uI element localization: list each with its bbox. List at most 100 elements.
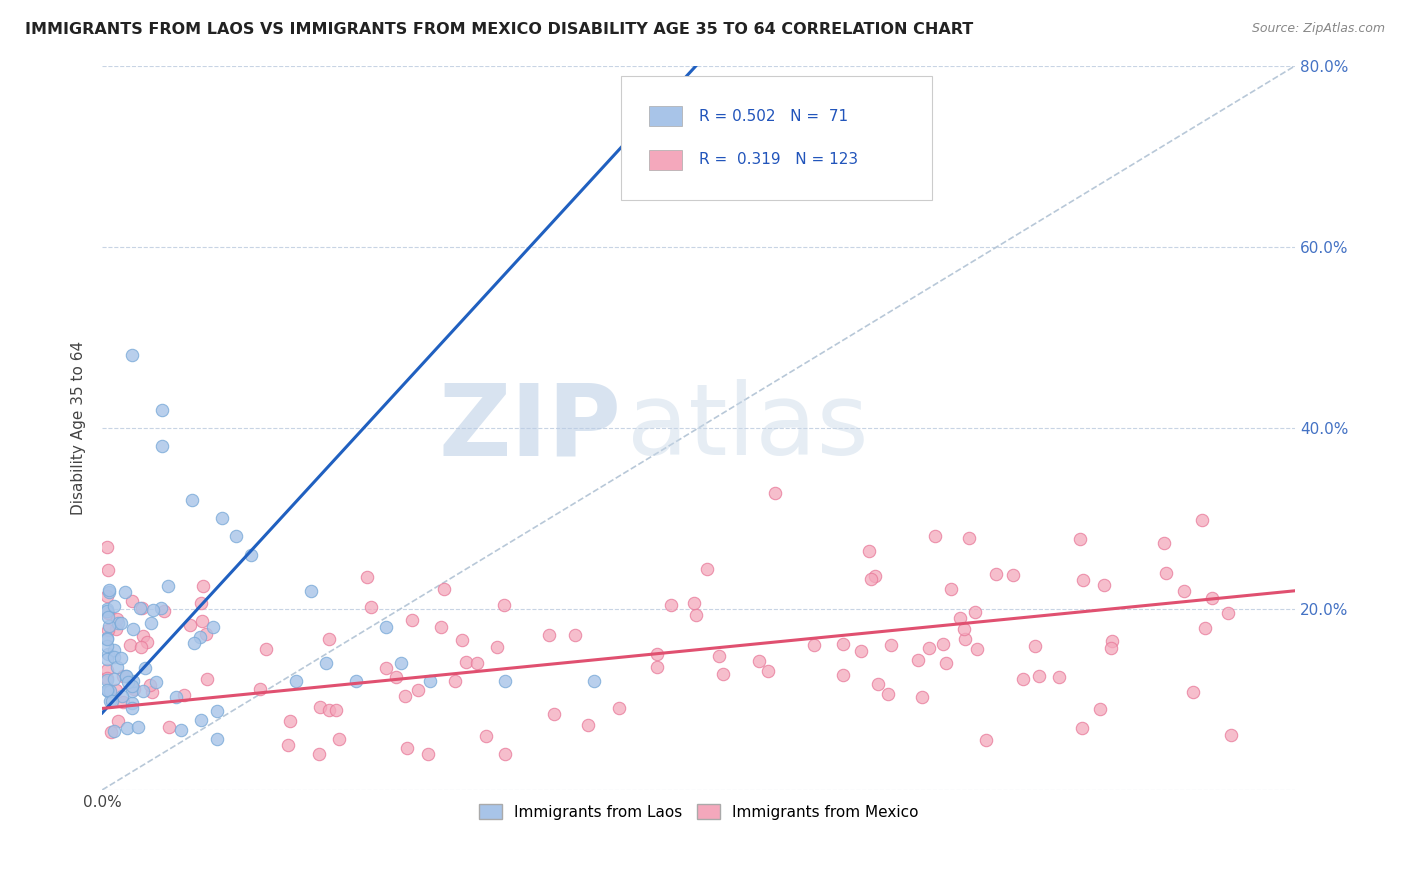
Point xyxy=(1024,639,1046,653)
Point xyxy=(986,567,1008,582)
Point xyxy=(96,652,118,666)
Point xyxy=(201,619,224,633)
Point xyxy=(111,689,134,703)
Point xyxy=(1181,685,1204,699)
Point xyxy=(103,723,125,738)
Point xyxy=(685,608,707,623)
Point xyxy=(1088,702,1111,716)
Point xyxy=(96,683,118,698)
Point xyxy=(849,644,872,658)
Point xyxy=(190,597,212,611)
Point xyxy=(97,609,120,624)
Point xyxy=(494,598,516,612)
Point xyxy=(953,622,976,636)
Point xyxy=(129,601,152,615)
Point xyxy=(96,671,118,685)
Point xyxy=(103,649,125,664)
Point xyxy=(1002,567,1025,582)
Point xyxy=(344,674,367,689)
Point xyxy=(416,747,439,761)
Point xyxy=(858,543,880,558)
Text: atlas: atlas xyxy=(627,379,869,476)
Point xyxy=(1156,566,1178,581)
Point xyxy=(911,690,934,705)
Point xyxy=(763,486,786,500)
Point xyxy=(356,570,378,584)
Point xyxy=(100,725,122,739)
Point xyxy=(877,687,900,701)
Point xyxy=(645,659,668,673)
Point xyxy=(141,616,163,631)
Point xyxy=(131,683,153,698)
Point xyxy=(96,663,118,677)
Point xyxy=(957,531,980,545)
Text: R = 0.502   N =  71: R = 0.502 N = 71 xyxy=(699,109,848,124)
Point xyxy=(127,720,149,734)
Point xyxy=(494,674,516,689)
Point xyxy=(122,681,145,696)
Point xyxy=(170,723,193,737)
Point xyxy=(863,569,886,583)
Point xyxy=(389,656,412,670)
Point xyxy=(157,720,180,734)
Point xyxy=(659,598,682,612)
Point xyxy=(121,679,143,693)
Point xyxy=(803,638,825,652)
Point xyxy=(939,582,962,597)
Point xyxy=(576,717,599,731)
Point xyxy=(756,664,779,678)
Point xyxy=(918,640,941,655)
Point xyxy=(325,703,347,717)
Point xyxy=(145,674,167,689)
Point xyxy=(149,600,172,615)
Point xyxy=(1220,729,1243,743)
Point xyxy=(974,732,997,747)
Point xyxy=(1094,578,1116,592)
Point xyxy=(475,729,498,743)
Point xyxy=(456,655,478,669)
Point xyxy=(966,641,988,656)
Point xyxy=(120,638,142,652)
Point xyxy=(191,614,214,628)
Point xyxy=(105,660,128,674)
Point xyxy=(211,511,233,525)
Point xyxy=(949,611,972,625)
Point xyxy=(433,582,456,596)
Point xyxy=(1153,535,1175,549)
Point xyxy=(135,635,157,649)
Point xyxy=(98,694,121,708)
Point xyxy=(543,707,565,722)
Point xyxy=(97,619,120,633)
Point xyxy=(880,638,903,652)
Point xyxy=(285,674,308,689)
Point xyxy=(240,548,263,562)
Point xyxy=(97,683,120,698)
Point xyxy=(1028,669,1050,683)
Point xyxy=(444,674,467,689)
Point xyxy=(121,348,143,362)
Point xyxy=(103,672,125,686)
Point xyxy=(105,612,128,626)
Point xyxy=(179,618,201,632)
Point xyxy=(249,681,271,696)
Point xyxy=(97,623,120,637)
Point xyxy=(607,701,630,715)
Point xyxy=(205,732,228,747)
Point xyxy=(1191,513,1213,527)
Point xyxy=(112,668,135,682)
Point xyxy=(96,589,118,603)
Point xyxy=(907,653,929,667)
Point xyxy=(494,747,516,761)
Point xyxy=(401,613,423,627)
Point xyxy=(318,632,340,647)
Point xyxy=(180,493,202,508)
Point xyxy=(205,704,228,718)
Point xyxy=(1173,583,1195,598)
Point xyxy=(385,670,408,684)
Point xyxy=(1099,641,1122,656)
Point xyxy=(121,700,143,714)
Point xyxy=(696,562,718,576)
Point xyxy=(254,641,277,656)
Point xyxy=(129,640,152,654)
Point xyxy=(832,668,855,682)
